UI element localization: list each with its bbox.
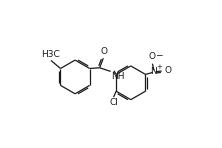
Text: −: − (155, 50, 163, 59)
Text: +: + (156, 64, 162, 70)
Text: Cl: Cl (109, 98, 118, 107)
Text: H3C: H3C (41, 50, 59, 59)
Text: NH: NH (111, 72, 124, 81)
Text: O: O (100, 47, 107, 56)
Text: O: O (164, 66, 171, 75)
Text: N: N (151, 67, 157, 76)
Text: O: O (149, 52, 156, 61)
